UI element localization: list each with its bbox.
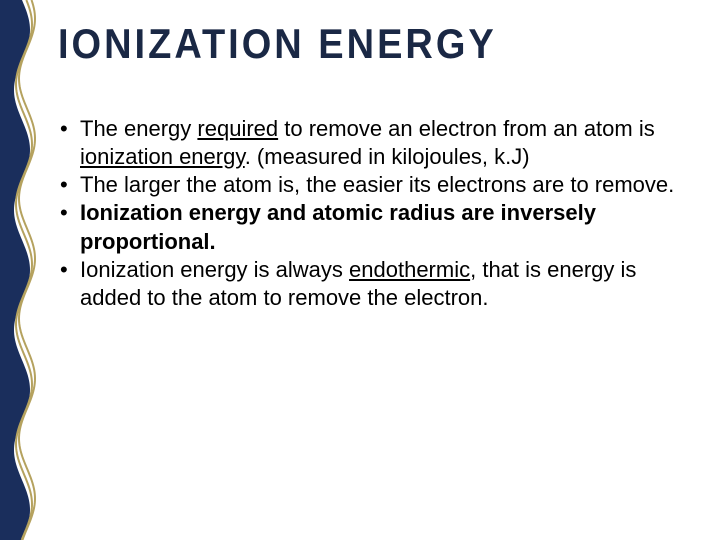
bullet-item: The energy required to remove an electro… bbox=[58, 115, 680, 171]
decorative-left-border bbox=[0, 0, 36, 540]
bullet-text-segment: ionization energy bbox=[80, 144, 245, 169]
bullet-item: Ionization energy is always endothermic,… bbox=[58, 256, 680, 312]
bullet-text-segment: required bbox=[197, 116, 278, 141]
bullet-text-segment: . (measured in kilojoules, k.J) bbox=[245, 144, 530, 169]
bullet-item: The larger the atom is, the easier its e… bbox=[58, 171, 680, 199]
wave-border-svg bbox=[0, 0, 36, 540]
slide-title: IONIZATION ENERGY bbox=[58, 22, 680, 69]
bullet-text-segment: endothermic bbox=[349, 257, 470, 282]
bullet-text-segment: Ionization energy is always bbox=[80, 257, 349, 282]
bullet-item: Ionization energy and atomic radius are … bbox=[58, 199, 680, 255]
bullet-text-segment: The energy bbox=[80, 116, 197, 141]
bullet-text-segment: Ionization energy and atomic radius are … bbox=[80, 200, 596, 253]
bullet-text-segment: to remove an electron from an atom is bbox=[278, 116, 655, 141]
slide-content: IONIZATION ENERGY The energy required to… bbox=[58, 24, 680, 312]
bullet-list: The energy required to remove an electro… bbox=[58, 115, 680, 312]
bullet-text-segment: The larger the atom is, the easier its e… bbox=[80, 172, 674, 197]
